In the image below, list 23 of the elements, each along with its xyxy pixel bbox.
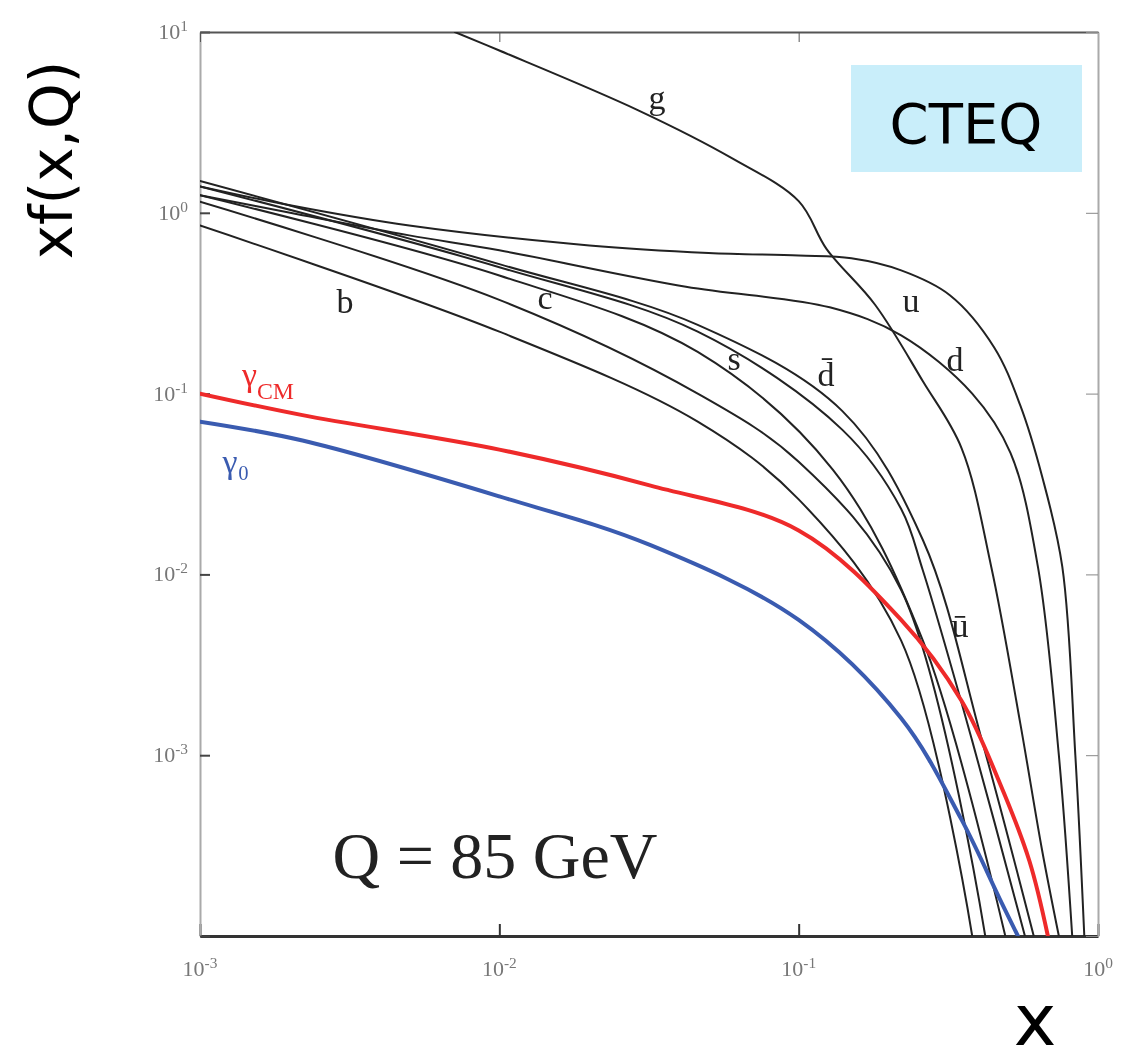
series-label: γ₀ [221,442,250,480]
annotation: CTEQ [889,91,1043,156]
y-tick-label: 10$^{-3}$ [153,739,189,768]
y-tick-label: 10$^{1}$ [158,16,188,44]
series-label: s [727,340,741,378]
series-label: b [336,283,354,321]
series-label: d̄ [817,356,835,394]
y-tick-label: 10$^{-2}$ [153,558,188,587]
y-tick-label: 10$^{0}$ [158,197,189,225]
y-axis-title: xf(x,Q) [18,60,86,260]
annotation: Q = 85 GeV [332,819,658,892]
x-tick-label: 10$^{-3}$ [182,953,218,981]
x-tick-label: 10$^{-2}$ [481,953,517,981]
series-label: c [537,278,553,316]
series-label: u [902,281,920,319]
series-label: ū [951,607,969,645]
series-label: g [648,79,666,117]
x-tick-label: 10$^{-1}$ [781,953,817,981]
x-axis-title: x [1013,978,1057,1053]
x-tick-label: 10$^{0}$ [1083,953,1114,981]
series-label: γ$_{CM}$ [240,356,295,405]
series-label: d [946,340,964,378]
y-tick-label: 10$^{-1}$ [153,378,188,406]
